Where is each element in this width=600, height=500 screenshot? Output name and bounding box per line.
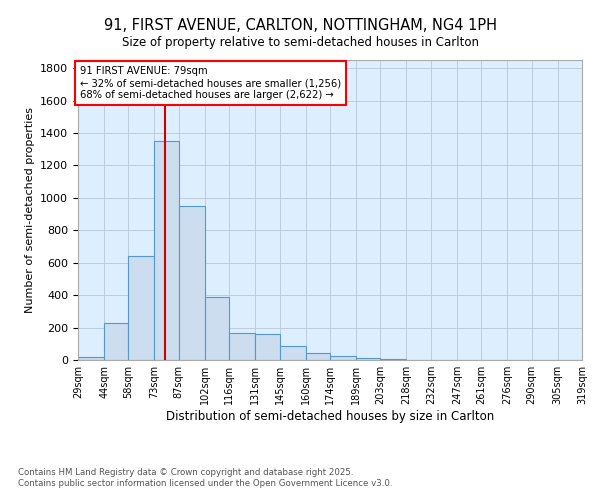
Bar — [128, 256, 154, 360]
X-axis label: Distribution of semi-detached houses by size in Carlton: Distribution of semi-detached houses by … — [166, 410, 494, 423]
Text: Contains HM Land Registry data © Crown copyright and database right 2025.
Contai: Contains HM Land Registry data © Crown c… — [18, 468, 392, 487]
Bar — [104, 322, 128, 360]
Bar — [78, 357, 104, 360]
Text: 91, FIRST AVENUE, CARLTON, NOTTINGHAM, NG4 1PH: 91, FIRST AVENUE, CARLTON, NOTTINGHAM, N… — [104, 18, 497, 32]
Text: Size of property relative to semi-detached houses in Carlton: Size of property relative to semi-detach… — [121, 36, 479, 49]
Bar — [356, 358, 380, 360]
Bar — [229, 333, 255, 360]
Bar — [380, 359, 406, 360]
Bar — [330, 356, 356, 360]
Bar — [154, 141, 179, 360]
Bar — [280, 346, 305, 360]
Bar — [205, 297, 229, 360]
Text: 91 FIRST AVENUE: 79sqm
← 32% of semi-detached houses are smaller (1,256)
68% of : 91 FIRST AVENUE: 79sqm ← 32% of semi-det… — [80, 66, 341, 100]
Bar — [305, 352, 330, 360]
Bar — [179, 206, 205, 360]
Y-axis label: Number of semi-detached properties: Number of semi-detached properties — [25, 107, 35, 313]
Bar — [255, 334, 280, 360]
